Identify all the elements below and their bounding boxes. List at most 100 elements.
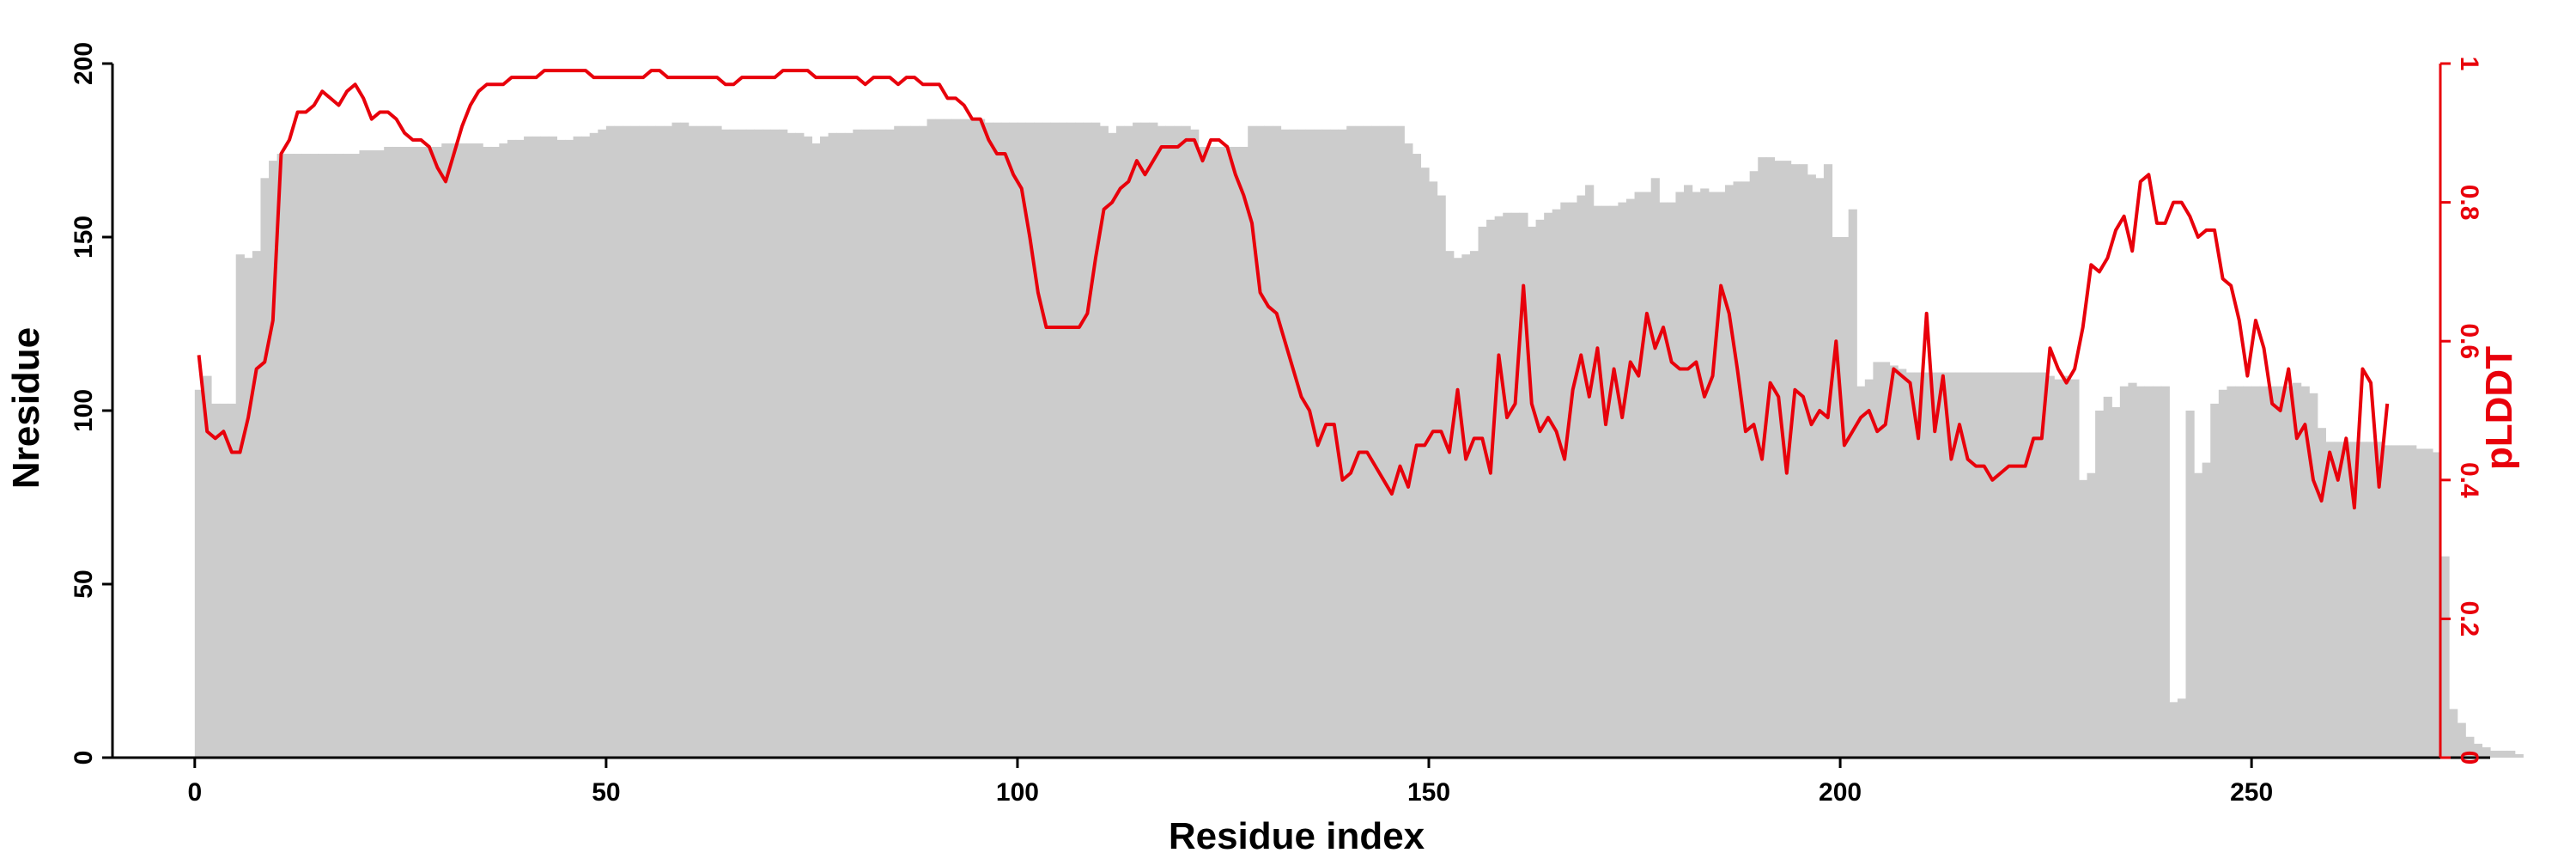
residue-bar xyxy=(2383,445,2392,758)
residue-bar xyxy=(671,122,681,758)
residue-bar xyxy=(2070,379,2080,758)
residue-bar xyxy=(935,119,945,758)
residue-bar xyxy=(1560,202,1570,758)
residue-bar xyxy=(1280,129,1290,758)
residue-bar xyxy=(894,125,903,758)
residue-bar xyxy=(795,132,805,758)
residue-bar xyxy=(2218,389,2227,758)
residue-bar xyxy=(309,154,319,758)
residue-bar xyxy=(2424,448,2433,758)
residue-bar xyxy=(2020,372,2031,758)
residue-bar xyxy=(2408,445,2417,758)
residue-bar xyxy=(745,129,755,758)
residue-bar xyxy=(2227,386,2236,758)
residue-bar xyxy=(1618,202,1627,758)
residue-bar xyxy=(2449,709,2458,758)
residue-bar xyxy=(2103,396,2112,758)
residue-bar xyxy=(885,129,895,758)
residue-bar xyxy=(1173,125,1183,758)
residue-bar xyxy=(1231,146,1241,758)
y-axis-right-title: pLDDT xyxy=(2478,346,2520,470)
residue-bar xyxy=(2309,393,2318,758)
residue-bar xyxy=(1239,146,1249,758)
residue-bar xyxy=(589,132,598,758)
residue-bar xyxy=(1437,195,1446,758)
residue-bar xyxy=(2119,386,2129,758)
residue-bar xyxy=(532,136,541,758)
y2-tick-label: 0 xyxy=(2455,751,2483,765)
residue-bar xyxy=(1790,164,1800,758)
residue-bar xyxy=(228,403,237,758)
residue-bar xyxy=(1503,212,1512,758)
residue-bar xyxy=(350,154,361,758)
residue-bar xyxy=(2333,442,2343,758)
residue-bar xyxy=(1395,125,1405,758)
residue-bar xyxy=(1609,205,1619,758)
residue-bar xyxy=(819,136,829,758)
residue-bar xyxy=(721,129,731,758)
residue-bar xyxy=(2440,556,2450,758)
residue-bar xyxy=(1601,205,1611,758)
residue-bar xyxy=(1840,237,1850,758)
residue-bar xyxy=(441,143,451,758)
residue-bar xyxy=(2128,382,2137,758)
residue-bar xyxy=(1914,372,1923,758)
residue-bar xyxy=(235,254,245,758)
residue-bar xyxy=(1042,122,1051,758)
residue-bar xyxy=(968,119,977,758)
residue-bar xyxy=(581,136,591,758)
residue-bar xyxy=(2275,386,2286,758)
residue-bar xyxy=(219,403,228,758)
x-tick-label: 0 xyxy=(187,778,202,807)
y-axis-right: 0 0.2 0.4 0.6 0.8 1 xyxy=(2439,57,2483,765)
residue-bar xyxy=(1190,129,1200,758)
residue-bar xyxy=(1494,216,1504,758)
y2-tick-label: 0.2 xyxy=(2455,601,2483,637)
residue-bar xyxy=(2259,386,2269,758)
residue-bar xyxy=(449,143,459,758)
residue-bar xyxy=(2325,442,2335,758)
residue-bar xyxy=(2506,750,2516,758)
x-tick-label: 150 xyxy=(1407,778,1450,807)
residue-bar xyxy=(704,125,714,758)
residue-bar xyxy=(943,119,952,758)
residue-bar xyxy=(1017,122,1027,758)
residue-bar xyxy=(828,132,837,758)
residue-bar xyxy=(573,136,582,758)
residue-bar xyxy=(2268,386,2277,758)
residue-bar xyxy=(1749,171,1759,758)
residue-bar xyxy=(1289,129,1298,758)
y-tick-label: 200 xyxy=(70,42,98,85)
residue-bar xyxy=(639,125,648,758)
y2-tick-label: 0.8 xyxy=(2455,185,2483,221)
residue-bar xyxy=(1873,362,1882,758)
residue-bar xyxy=(326,154,336,758)
residue-bar xyxy=(2391,445,2401,758)
residue-bar xyxy=(375,150,385,758)
residue-bar xyxy=(1363,125,1372,758)
y-tick-label: 0 xyxy=(70,751,98,765)
residue-bar xyxy=(433,146,442,758)
residue-bar xyxy=(853,129,862,758)
residue-bar xyxy=(1889,365,1899,758)
residue-bar xyxy=(2194,472,2203,758)
residue-bar xyxy=(647,125,656,758)
residue-bar xyxy=(2029,372,2038,758)
residue-bar xyxy=(630,125,640,758)
residue-bar xyxy=(1692,192,1701,758)
residue-bar xyxy=(1510,212,1520,758)
residue-bar xyxy=(2399,445,2409,758)
plddt-line-series xyxy=(197,69,2390,510)
residue-bar xyxy=(803,136,813,758)
residue-bar xyxy=(1716,192,1726,758)
residue-bar xyxy=(499,143,508,758)
residue-bar xyxy=(1552,209,1561,758)
residue-bar xyxy=(1445,251,1455,758)
residue-bar xyxy=(1461,254,1471,758)
residue-bar xyxy=(1469,251,1479,758)
residue-bar xyxy=(1108,132,1117,758)
residue-bar xyxy=(729,129,738,758)
residue-bar xyxy=(2432,452,2442,758)
residue-bar xyxy=(2415,448,2425,758)
residue-bar xyxy=(1823,164,1833,758)
